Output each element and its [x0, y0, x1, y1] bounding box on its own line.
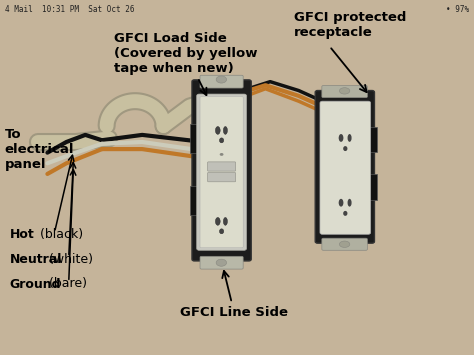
Text: (white): (white)	[45, 253, 93, 266]
Text: Ground: Ground	[9, 278, 61, 290]
Ellipse shape	[343, 146, 347, 151]
Ellipse shape	[215, 218, 220, 225]
Text: GFCI protected
receptacle: GFCI protected receptacle	[294, 11, 406, 39]
FancyBboxPatch shape	[190, 124, 197, 153]
Ellipse shape	[219, 153, 223, 156]
Ellipse shape	[223, 126, 228, 134]
Text: To
electrical
panel: To electrical panel	[5, 127, 74, 171]
FancyBboxPatch shape	[208, 162, 236, 171]
Text: GFCI Line Side: GFCI Line Side	[180, 271, 288, 319]
Text: • 97%: • 97%	[446, 5, 469, 14]
FancyBboxPatch shape	[320, 101, 371, 234]
Ellipse shape	[215, 126, 220, 134]
Ellipse shape	[338, 134, 343, 142]
Ellipse shape	[219, 229, 224, 234]
Ellipse shape	[343, 211, 347, 216]
Ellipse shape	[339, 88, 350, 94]
FancyBboxPatch shape	[315, 91, 374, 243]
Text: GFCI Load Side
(Covered by yellow
tape when new): GFCI Load Side (Covered by yellow tape w…	[114, 32, 257, 95]
Ellipse shape	[216, 76, 227, 83]
Ellipse shape	[339, 241, 350, 247]
Text: (black): (black)	[36, 228, 83, 241]
FancyBboxPatch shape	[369, 174, 377, 200]
FancyBboxPatch shape	[208, 173, 236, 182]
Ellipse shape	[223, 218, 228, 225]
Ellipse shape	[347, 199, 352, 207]
FancyBboxPatch shape	[197, 94, 246, 250]
FancyBboxPatch shape	[200, 97, 243, 248]
Ellipse shape	[219, 138, 224, 143]
Text: (bare): (bare)	[45, 278, 87, 290]
Text: Neutral: Neutral	[9, 253, 62, 266]
FancyBboxPatch shape	[369, 127, 377, 152]
FancyBboxPatch shape	[322, 238, 367, 250]
FancyBboxPatch shape	[200, 75, 243, 88]
Ellipse shape	[347, 134, 352, 142]
FancyBboxPatch shape	[322, 86, 367, 98]
FancyBboxPatch shape	[192, 80, 251, 261]
FancyBboxPatch shape	[190, 186, 197, 215]
Ellipse shape	[338, 199, 343, 207]
Text: Hot: Hot	[9, 228, 34, 241]
Ellipse shape	[216, 259, 227, 266]
Text: 4 Mail  10:31 PM  Sat Oct 26: 4 Mail 10:31 PM Sat Oct 26	[5, 5, 134, 14]
FancyBboxPatch shape	[200, 256, 243, 269]
